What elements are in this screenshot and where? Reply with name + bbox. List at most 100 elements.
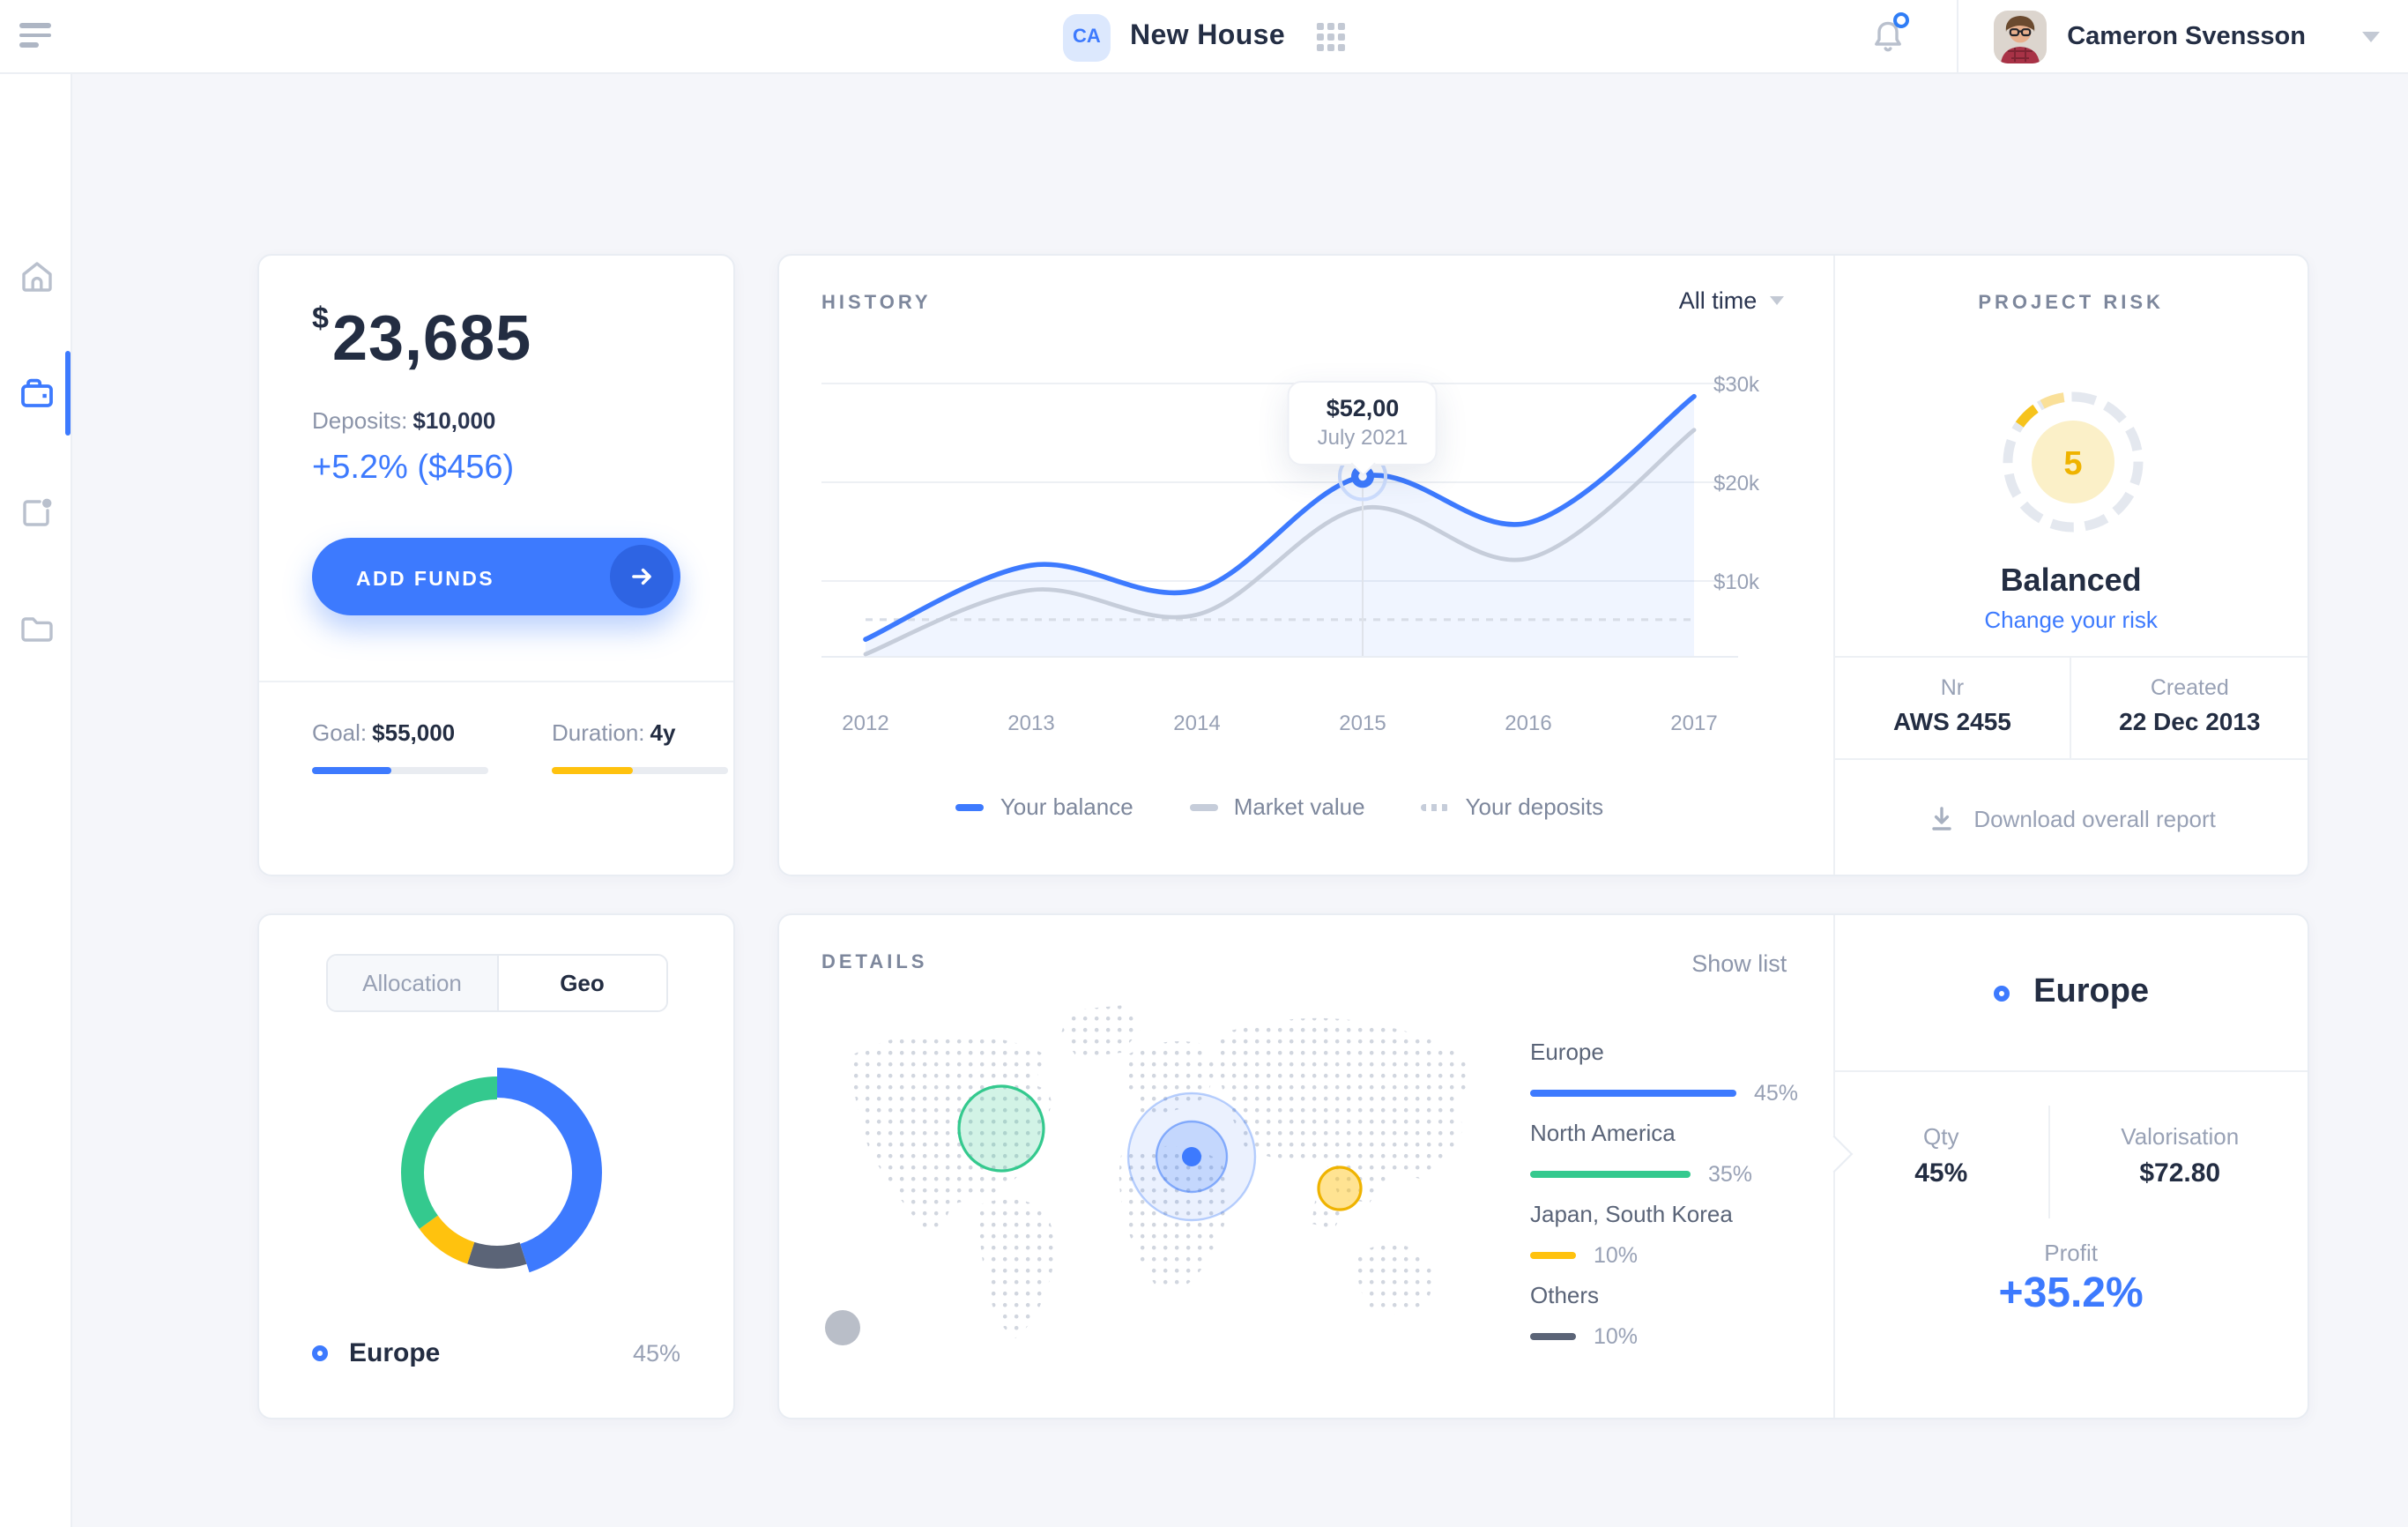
tab-geo[interactable]: Geo: [496, 956, 666, 1010]
topbar-center: CA New House: [1062, 0, 1346, 74]
details-section: DETAILS Show list: [779, 915, 1832, 1418]
line-chart-svg: [821, 383, 1738, 658]
workspace-badge[interactable]: CA: [1062, 13, 1111, 61]
avatar[interactable]: [1993, 11, 2047, 63]
project-risk-section: PROJECT RISK 5 Balanced Change your risk…: [1832, 256, 2308, 875]
donut-legend-row[interactable]: Europe 45%: [312, 1338, 680, 1368]
change-risk-link[interactable]: Change your risk: [1984, 607, 2158, 633]
history-section: HISTORY All time: [779, 256, 1832, 875]
deposits: Deposits: $10,000: [312, 407, 496, 434]
geo-donut-chart: [383, 1058, 612, 1296]
region-detail-panel: Europe Qty 45% Valorisation $72.80 Profi…: [1815, 915, 2310, 1418]
tab-allocation[interactable]: Allocation: [328, 956, 496, 1010]
details-card: DETAILS Show list: [777, 913, 2309, 1419]
donut-legend-label: Europe: [349, 1338, 441, 1368]
europe-marker-icon: [312, 1345, 328, 1361]
allocation-tabs: Allocation Geo: [326, 954, 668, 1012]
history-title: HISTORY: [821, 293, 932, 314]
topbar-divider: [1956, 0, 1958, 74]
sidebar-item-notes[interactable]: [18, 494, 56, 533]
sidebar-item-home[interactable]: [18, 257, 56, 296]
user-menu-caret-icon[interactable]: [2362, 32, 2380, 42]
risk-level: Balanced: [2000, 562, 2142, 598]
region-bar: [1530, 1090, 1736, 1097]
region-row-europe: Europe 45%: [1530, 1039, 1799, 1106]
x-tick: 2014: [1173, 711, 1221, 735]
x-tick: 2015: [1339, 711, 1386, 735]
goal-progress: Goal: $55,000: [312, 719, 488, 774]
download-report-button[interactable]: Download overall report: [1834, 760, 2308, 876]
download-icon: [1931, 806, 1951, 830]
map-bubble-others: [825, 1310, 860, 1345]
legend-market-value: Market value: [1189, 793, 1365, 820]
topbar-right: Cameron Svensson: [1868, 0, 2408, 74]
region-row-north-america: North America 35%: [1530, 1120, 1753, 1187]
allocation-card: Allocation Geo Europe 45%: [257, 913, 735, 1419]
currency-symbol: $: [312, 302, 329, 335]
region-bar: [1530, 1252, 1576, 1259]
history-risk-card: HISTORY All time: [777, 254, 2309, 876]
sidebar-item-wallet[interactable]: [18, 374, 56, 413]
menu-icon[interactable]: [19, 23, 55, 51]
risk-gauge: 5: [1984, 374, 2160, 559]
legend-your-deposits: Your deposits: [1421, 793, 1603, 820]
sidebar-active-indicator: [65, 351, 71, 436]
valorisation-cell: Valorisation $72.80: [2048, 1106, 2310, 1218]
notification-dot: [1892, 12, 1909, 28]
balance-card: $23,685 Deposits: $10,000 +5.2% ($456) AD…: [257, 254, 735, 876]
region-panel-title: Europe: [2033, 973, 2150, 1010]
details-title: DETAILS: [821, 952, 928, 973]
donut-legend-value: 45%: [632, 1340, 680, 1367]
x-tick: 2016: [1505, 711, 1552, 735]
risk-info: Nr AWS 2455 Created 22 Dec 2013: [1834, 656, 2308, 760]
risk-score: 5: [2063, 445, 2082, 482]
time-range-dropdown[interactable]: All time: [1679, 287, 1784, 314]
nr-cell: Nr AWS 2455: [1893, 675, 2011, 735]
y-tick: $30k: [1713, 372, 1760, 397]
duration-progress: Duration: 4y: [552, 719, 728, 774]
y-tick: $20k: [1713, 471, 1760, 495]
x-tick: 2013: [1007, 711, 1055, 735]
region-row-others: Others 10%: [1530, 1282, 1639, 1349]
chevron-down-icon: [1769, 296, 1784, 305]
sidebar-item-folder[interactable]: [18, 610, 56, 649]
show-list-link[interactable]: Show list: [1691, 950, 1787, 977]
balance-change: +5.2% ($456): [312, 450, 515, 487]
map-bubble-japan: [1317, 1166, 1363, 1211]
x-tick: 2017: [1670, 711, 1718, 735]
legend-your-balance: Your balance: [955, 793, 1133, 820]
legend-swatch: [1189, 803, 1218, 810]
region-bar: [1530, 1333, 1576, 1340]
profit-label: Profit: [2044, 1240, 2098, 1266]
user-name: Cameron Svensson: [2067, 23, 2306, 51]
y-tick: $10k: [1713, 570, 1760, 594]
created-cell: Created 22 Dec 2013: [2070, 658, 2308, 758]
chart-legend: Your balance Market value Your deposits: [821, 793, 1738, 820]
apps-grid-icon[interactable]: [1317, 23, 1346, 51]
region-row-japan-south-korea: Japan, South Korea 10%: [1530, 1201, 1733, 1268]
project-risk-title: PROJECT RISK: [1978, 293, 2164, 314]
duration-progress-fill: [552, 767, 633, 774]
profit-value: +35.2%: [1998, 1270, 2144, 1317]
notifications-bell-icon[interactable]: [1868, 12, 1909, 56]
balance-amount: $23,685: [312, 302, 532, 374]
qty-cell: Qty 45%: [1914, 1123, 1968, 1188]
region-bar: [1530, 1171, 1691, 1178]
world-map: [807, 993, 1498, 1393]
region-panel-header: Europe: [1834, 915, 2308, 1072]
goal-progress-fill: [312, 767, 391, 774]
topbar: CA New House: [0, 0, 2408, 74]
arrow-right-icon: [610, 545, 673, 608]
legend-swatch: [1421, 803, 1450, 810]
divider: [259, 681, 733, 682]
europe-marker-icon: [1993, 985, 2010, 1001]
page-title: New House: [1129, 21, 1286, 51]
add-funds-button[interactable]: ADD FUNDS: [312, 538, 680, 615]
chart-tooltip: $52,00 July 2021: [1287, 381, 1438, 466]
history-chart: $52,00 July 2021: [821, 347, 1738, 674]
map-bubble-north-america: [957, 1084, 1045, 1173]
x-tick: 2012: [842, 711, 889, 735]
sidebar: [0, 74, 72, 1527]
legend-swatch: [955, 803, 985, 810]
